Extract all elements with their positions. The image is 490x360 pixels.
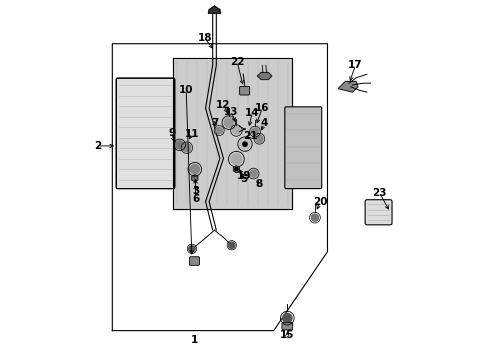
- Circle shape: [183, 144, 191, 152]
- Circle shape: [235, 167, 238, 171]
- Circle shape: [224, 118, 234, 127]
- Text: 17: 17: [348, 60, 363, 70]
- Circle shape: [256, 135, 263, 142]
- Text: 7: 7: [211, 118, 218, 128]
- Text: 14: 14: [245, 108, 260, 118]
- Text: 1: 1: [191, 334, 198, 345]
- Text: 4: 4: [260, 118, 268, 128]
- Circle shape: [228, 242, 235, 248]
- Circle shape: [231, 154, 242, 165]
- FancyBboxPatch shape: [190, 257, 199, 265]
- Circle shape: [243, 142, 247, 146]
- FancyBboxPatch shape: [116, 78, 175, 189]
- Text: 11: 11: [185, 129, 199, 139]
- Text: 10: 10: [179, 85, 194, 95]
- Polygon shape: [258, 72, 272, 80]
- Text: 5: 5: [241, 174, 248, 184]
- Text: 22: 22: [230, 57, 245, 67]
- FancyBboxPatch shape: [365, 200, 392, 225]
- Circle shape: [216, 127, 222, 134]
- Circle shape: [240, 139, 250, 149]
- Circle shape: [283, 314, 292, 323]
- Circle shape: [189, 246, 195, 252]
- Polygon shape: [338, 81, 358, 92]
- Text: 9: 9: [168, 129, 175, 138]
- Text: 19: 19: [237, 171, 251, 181]
- Text: 21: 21: [243, 131, 258, 141]
- FancyBboxPatch shape: [240, 86, 250, 95]
- Circle shape: [190, 165, 199, 174]
- Text: 16: 16: [255, 103, 270, 113]
- Text: 6: 6: [192, 194, 199, 204]
- Text: 18: 18: [197, 33, 212, 43]
- Polygon shape: [173, 58, 292, 209]
- Circle shape: [250, 170, 257, 177]
- Circle shape: [176, 141, 184, 149]
- Circle shape: [311, 214, 318, 221]
- Text: 20: 20: [313, 197, 327, 207]
- Polygon shape: [208, 6, 220, 13]
- Text: 2: 2: [94, 141, 101, 151]
- Text: 12: 12: [216, 100, 231, 110]
- Text: 13: 13: [224, 107, 239, 117]
- Text: 15: 15: [280, 330, 294, 340]
- Circle shape: [233, 127, 240, 134]
- Circle shape: [251, 128, 259, 135]
- Text: 3: 3: [192, 186, 199, 196]
- Text: 8: 8: [256, 179, 263, 189]
- FancyBboxPatch shape: [285, 107, 322, 189]
- Text: 23: 23: [372, 188, 387, 198]
- FancyBboxPatch shape: [282, 322, 293, 330]
